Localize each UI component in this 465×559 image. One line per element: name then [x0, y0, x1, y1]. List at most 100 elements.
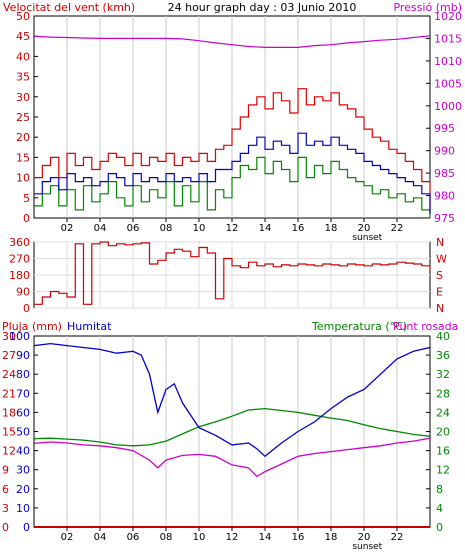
humidity-tick-label: 20	[16, 483, 30, 496]
series-gust	[34, 88, 431, 214]
x-tick-label: 16	[292, 223, 305, 234]
humidity-tick-label: 0	[23, 521, 30, 534]
x-tick-label: 18	[325, 532, 338, 543]
compass-label: E	[436, 286, 443, 299]
humidity-tick-label: 70	[16, 387, 30, 400]
rain-tick-label: 24	[2, 368, 16, 381]
sunset-label: sunset	[352, 542, 382, 552]
temperature-tick-label: 16	[436, 445, 450, 458]
direction-tick-label: 180	[9, 269, 30, 282]
rain-tick-label: 27	[2, 349, 16, 362]
y2-tick-label: 975	[434, 212, 455, 225]
temperature-tick-label: 32	[436, 368, 450, 381]
sunset-label: sunset	[352, 233, 382, 243]
y-tick-label: 25	[16, 111, 30, 124]
humidity-tick-label: 40	[16, 445, 30, 458]
x-tick-label: 04	[94, 532, 107, 543]
series-direction	[34, 241, 431, 305]
x-tick-label: 06	[127, 223, 140, 234]
compass-label: W	[436, 253, 447, 266]
y-tick-label: 5	[23, 192, 30, 205]
y2-tick-label: 995	[434, 122, 455, 135]
humidity-tick-label: 10	[16, 502, 30, 515]
humidity-tick-label: 80	[16, 368, 30, 381]
direction-tick-label: 270	[9, 253, 30, 266]
temperature-tick-label: 28	[436, 387, 450, 400]
rain-tick-label: 6	[2, 483, 9, 496]
y2-tick-label: 1010	[434, 55, 462, 68]
y-tick-label: 0	[23, 212, 30, 225]
x-tick-label: 12	[226, 223, 239, 234]
x-tick-label: 14	[259, 223, 272, 234]
rain-label: Pluja (mm)	[2, 320, 62, 333]
humidity-tick-label: 30	[16, 464, 30, 477]
compass-label: N	[436, 302, 444, 315]
x-tick-label: 08	[160, 532, 173, 543]
rain-tick-label: 15	[2, 426, 16, 439]
y-tick-label: 45	[16, 30, 30, 43]
rain-tick-label: 18	[2, 406, 16, 419]
pressure-label: Pressió (mb)	[393, 1, 462, 14]
rain-tick-label: 9	[2, 464, 9, 477]
x-tick-label: 20	[358, 223, 371, 234]
temperature-tick-label: 0	[436, 521, 443, 534]
temperature-tick-label: 12	[436, 464, 450, 477]
direction-tick-label: 360	[9, 236, 30, 249]
rain-tick-label: 30	[2, 330, 16, 343]
humidity-tick-label: 50	[16, 426, 30, 439]
y2-tick-label: 1005	[434, 77, 462, 90]
humidity-tick-label: 60	[16, 406, 30, 419]
x-tick-label: 06	[127, 532, 140, 543]
y2-tick-label: 1015	[434, 32, 462, 45]
rain-tick-label: 3	[2, 502, 9, 515]
rain-tick-label: 0	[2, 521, 9, 534]
y-tick-label: 20	[16, 131, 30, 144]
y-tick-label: 30	[16, 91, 30, 104]
y2-tick-label: 985	[434, 167, 455, 180]
series-temperature	[33, 407, 431, 447]
chart-title: 24 hour graph day : 03 Junio 2010	[168, 1, 357, 14]
humidity-label: Humitat	[67, 320, 112, 333]
temperature-tick-label: 24	[436, 406, 450, 419]
temperature-tick-label: 8	[436, 483, 443, 496]
x-tick-label: 02	[61, 223, 74, 234]
compass-label: S	[436, 269, 443, 282]
y2-tick-label: 990	[434, 145, 455, 158]
series-pressure	[33, 35, 431, 48]
y2-tick-label: 1000	[434, 100, 462, 113]
series-avg	[34, 132, 431, 214]
y-tick-label: 15	[16, 151, 30, 164]
compass-label: N	[436, 236, 444, 249]
y-tick-label: 50	[16, 10, 30, 23]
x-tick-label: 18	[325, 223, 338, 234]
x-tick-label: 20	[358, 532, 371, 543]
humidity-tick-label: 100	[9, 330, 30, 343]
series-dew	[33, 437, 431, 478]
temperature-tick-label: 40	[436, 330, 450, 343]
x-tick-label: 02	[61, 532, 74, 543]
x-tick-label: 10	[193, 223, 206, 234]
x-tick-label: 08	[160, 223, 173, 234]
x-tick-label: 16	[292, 532, 305, 543]
rain-tick-label: 21	[2, 387, 16, 400]
rain-tick-label: 12	[2, 445, 16, 458]
x-tick-label: 14	[259, 532, 272, 543]
temperature-tick-label: 4	[436, 502, 443, 515]
series-humidity	[33, 342, 431, 458]
y2-tick-label: 1020	[434, 10, 462, 23]
series-green	[34, 156, 431, 218]
y-tick-label: 35	[16, 71, 30, 84]
temperature-tick-label: 36	[436, 349, 450, 362]
y-tick-label: 40	[16, 50, 30, 63]
y2-tick-label: 980	[434, 190, 455, 203]
dew-point-label: Punt rosada	[393, 320, 458, 333]
temperature-tick-label: 20	[436, 426, 450, 439]
x-tick-label: 22	[391, 532, 404, 543]
x-tick-label: 10	[193, 532, 206, 543]
direction-tick-label: 90	[16, 286, 30, 299]
temperature-label: Temperatura (°C)	[311, 320, 407, 333]
x-tick-label: 04	[94, 223, 107, 234]
